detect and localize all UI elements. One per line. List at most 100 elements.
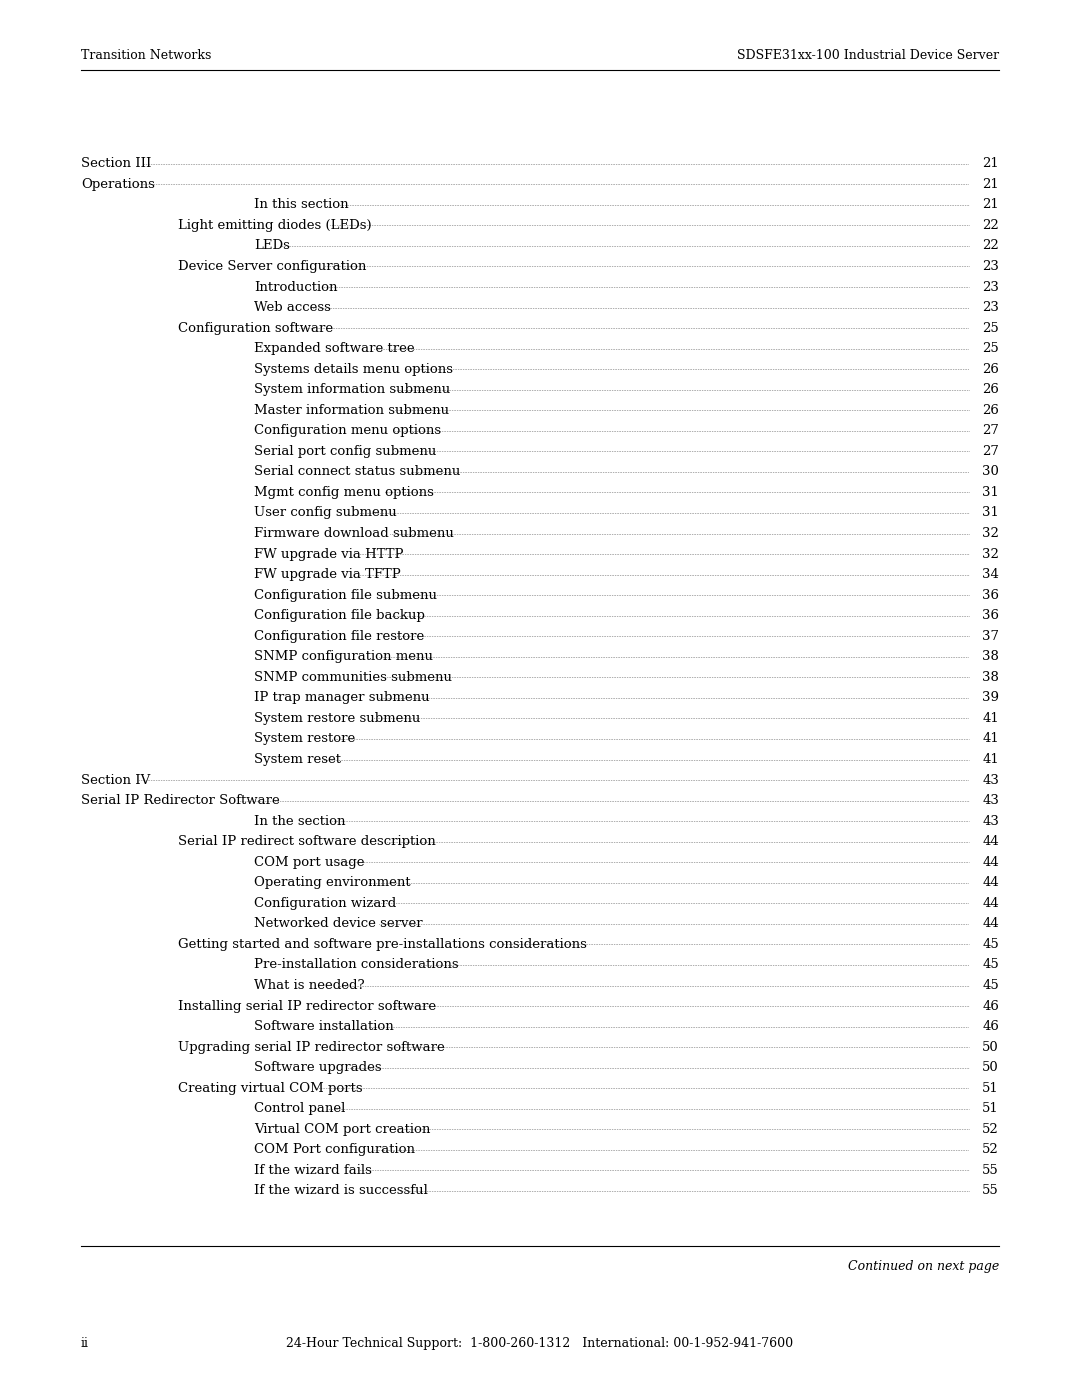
Text: 37: 37: [982, 630, 999, 643]
Text: 45: 45: [982, 958, 999, 971]
Text: 38: 38: [982, 671, 999, 685]
Text: 55: 55: [982, 1164, 999, 1176]
Text: Light emitting diodes (LEDs): Light emitting diodes (LEDs): [178, 219, 372, 232]
Text: Continued on next page: Continued on next page: [848, 1260, 999, 1273]
Text: 32: 32: [982, 548, 999, 560]
Text: 43: 43: [982, 793, 999, 807]
Text: 43: 43: [982, 814, 999, 827]
Text: 21: 21: [982, 177, 999, 191]
Text: 23: 23: [982, 281, 999, 293]
Text: Section III: Section III: [81, 158, 151, 170]
Text: Control panel: Control panel: [254, 1102, 346, 1115]
Text: Transition Networks: Transition Networks: [81, 49, 212, 61]
Text: Getting started and software pre-installations considerations: Getting started and software pre-install…: [178, 937, 588, 951]
Text: 44: 44: [982, 876, 999, 890]
Text: Web access: Web access: [254, 300, 330, 314]
Text: 32: 32: [982, 527, 999, 541]
Text: SNMP configuration menu: SNMP configuration menu: [254, 650, 433, 664]
Text: 34: 34: [982, 569, 999, 581]
Text: Mgmt config menu options: Mgmt config menu options: [254, 486, 434, 499]
Text: 52: 52: [982, 1143, 999, 1157]
Text: Configuration file submenu: Configuration file submenu: [254, 588, 436, 602]
Text: 44: 44: [982, 897, 999, 909]
Text: 23: 23: [982, 260, 999, 272]
Text: System reset: System reset: [254, 753, 341, 766]
Text: 45: 45: [982, 979, 999, 992]
Text: 38: 38: [982, 650, 999, 664]
Text: 27: 27: [982, 444, 999, 458]
Text: Serial connect status submenu: Serial connect status submenu: [254, 465, 460, 478]
Text: FW upgrade via TFTP: FW upgrade via TFTP: [254, 569, 401, 581]
Text: 21: 21: [982, 158, 999, 170]
Text: Configuration file restore: Configuration file restore: [254, 630, 424, 643]
Text: Pre-installation considerations: Pre-installation considerations: [254, 958, 458, 971]
Text: 41: 41: [982, 712, 999, 725]
Text: 46: 46: [982, 999, 999, 1013]
Text: Creating virtual COM ports: Creating virtual COM ports: [178, 1081, 363, 1095]
Text: ii: ii: [81, 1337, 89, 1351]
Text: COM Port configuration: COM Port configuration: [254, 1143, 415, 1157]
Text: Master information submenu: Master information submenu: [254, 404, 449, 416]
Text: 41: 41: [982, 753, 999, 766]
Text: In this section: In this section: [254, 198, 349, 211]
Text: Device Server configuration: Device Server configuration: [178, 260, 366, 272]
Text: Configuration file backup: Configuration file backup: [254, 609, 424, 622]
Text: 25: 25: [982, 342, 999, 355]
Text: Systems details menu options: Systems details menu options: [254, 363, 453, 376]
Text: FW upgrade via HTTP: FW upgrade via HTTP: [254, 548, 403, 560]
Text: Software installation: Software installation: [254, 1020, 393, 1034]
Text: If the wizard is successful: If the wizard is successful: [254, 1185, 428, 1197]
Text: IP trap manager submenu: IP trap manager submenu: [254, 692, 430, 704]
Text: Configuration menu options: Configuration menu options: [254, 425, 441, 437]
Text: 50: 50: [982, 1062, 999, 1074]
Text: 46: 46: [982, 1020, 999, 1034]
Text: 26: 26: [982, 363, 999, 376]
Text: Operations: Operations: [81, 177, 154, 191]
Text: 44: 44: [982, 918, 999, 930]
Text: 31: 31: [982, 507, 999, 520]
Text: Virtual COM port creation: Virtual COM port creation: [254, 1123, 430, 1136]
Text: 36: 36: [982, 609, 999, 622]
Text: 26: 26: [982, 383, 999, 397]
Text: What is needed?: What is needed?: [254, 979, 364, 992]
Text: 36: 36: [982, 588, 999, 602]
Text: 44: 44: [982, 856, 999, 869]
Text: 51: 51: [982, 1102, 999, 1115]
Text: 39: 39: [982, 692, 999, 704]
Text: 43: 43: [982, 774, 999, 787]
Text: Networked device server: Networked device server: [254, 918, 422, 930]
Text: 23: 23: [982, 300, 999, 314]
Text: Upgrading serial IP redirector software: Upgrading serial IP redirector software: [178, 1041, 445, 1053]
Text: User config submenu: User config submenu: [254, 507, 396, 520]
Text: 24-Hour Technical Support:  1-800-260-1312   International: 00-1-952-941-7600: 24-Hour Technical Support: 1-800-260-131…: [286, 1337, 794, 1351]
Text: 44: 44: [982, 835, 999, 848]
Text: Serial IP redirect software description: Serial IP redirect software description: [178, 835, 436, 848]
Text: 22: 22: [982, 239, 999, 253]
Text: Configuration wizard: Configuration wizard: [254, 897, 396, 909]
Text: LEDs: LEDs: [254, 239, 289, 253]
Text: 30: 30: [982, 465, 999, 478]
Text: 51: 51: [982, 1081, 999, 1095]
Text: 22: 22: [982, 219, 999, 232]
Text: System restore submenu: System restore submenu: [254, 712, 420, 725]
Text: Serial IP Redirector Software: Serial IP Redirector Software: [81, 793, 280, 807]
Text: 25: 25: [982, 321, 999, 335]
Text: 21: 21: [982, 198, 999, 211]
Text: Installing serial IP redirector software: Installing serial IP redirector software: [178, 999, 436, 1013]
Text: System information submenu: System information submenu: [254, 383, 450, 397]
Text: Expanded software tree: Expanded software tree: [254, 342, 415, 355]
Text: COM port usage: COM port usage: [254, 856, 364, 869]
Text: Firmware download submenu: Firmware download submenu: [254, 527, 454, 541]
Text: 50: 50: [982, 1041, 999, 1053]
Text: 27: 27: [982, 425, 999, 437]
Text: 41: 41: [982, 732, 999, 746]
Text: If the wizard fails: If the wizard fails: [254, 1164, 372, 1176]
Text: Operating environment: Operating environment: [254, 876, 410, 890]
Text: 52: 52: [982, 1123, 999, 1136]
Text: SNMP communities submenu: SNMP communities submenu: [254, 671, 451, 685]
Text: 31: 31: [982, 486, 999, 499]
Text: Section IV: Section IV: [81, 774, 150, 787]
Text: Serial port config submenu: Serial port config submenu: [254, 444, 436, 458]
Text: System restore: System restore: [254, 732, 355, 746]
Text: SDSFE31xx-100 Industrial Device Server: SDSFE31xx-100 Industrial Device Server: [737, 49, 999, 61]
